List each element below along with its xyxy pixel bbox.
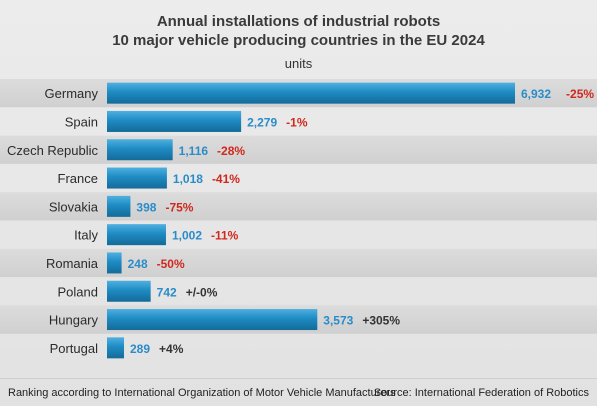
- category-label: Romania: [46, 256, 99, 271]
- footer-note: Ranking according to International Organ…: [8, 387, 396, 399]
- bar: [107, 280, 151, 302]
- category-label: Portugal: [50, 341, 99, 356]
- category-label: Hungary: [49, 313, 99, 328]
- row-band: [0, 248, 597, 278]
- category-label: Slovakia: [49, 199, 99, 214]
- change-label: -41%: [212, 172, 240, 186]
- value-label: 6,932: [521, 87, 551, 101]
- change-label: -75%: [165, 200, 193, 214]
- category-label: Czech Republic: [7, 143, 99, 158]
- footer-divider: [0, 378, 597, 379]
- change-label: -11%: [211, 229, 239, 243]
- row-band: [0, 192, 597, 221]
- bar: [107, 167, 167, 189]
- value-label: 248: [128, 257, 148, 271]
- chart-title: Annual installations of industrial robot…: [156, 13, 441, 30]
- category-label: Poland: [58, 284, 98, 299]
- value-label: 289: [130, 342, 150, 356]
- unit-label: units: [284, 56, 313, 71]
- bar: [107, 82, 515, 104]
- bar: [107, 337, 125, 359]
- value-label: 1,018: [173, 172, 203, 186]
- value-label: 1,002: [172, 229, 202, 243]
- value-label: 398: [136, 200, 156, 214]
- change-label: -28%: [217, 144, 245, 158]
- bar: [107, 110, 242, 132]
- value-label: 3,573: [323, 314, 353, 328]
- category-label: Spain: [65, 114, 98, 129]
- footer-source: Source: International Federation of Robo…: [373, 387, 589, 399]
- value-label: 2,279: [247, 115, 277, 129]
- value-label: 1,116: [179, 144, 209, 158]
- category-label: France: [58, 171, 98, 186]
- change-label: +4%: [159, 342, 184, 356]
- bar: [107, 195, 131, 217]
- chart-subtitle: 10 major vehicle producing countries in …: [112, 32, 485, 49]
- category-label: Germany: [45, 86, 99, 101]
- bar: [107, 139, 173, 161]
- bar: [107, 224, 166, 246]
- change-label: +305%: [362, 314, 400, 328]
- change-label: -50%: [157, 257, 185, 271]
- value-label: 742: [157, 285, 177, 299]
- change-label: -1%: [286, 115, 308, 129]
- change-label: +/-0%: [186, 285, 218, 299]
- category-label: Italy: [74, 228, 98, 243]
- bar: [107, 252, 122, 274]
- bar: [107, 309, 318, 331]
- chart-title-block: Annual installations of industrial robot…: [0, 12, 597, 50]
- change-label: -25%: [566, 87, 594, 101]
- row-band: [0, 135, 597, 164]
